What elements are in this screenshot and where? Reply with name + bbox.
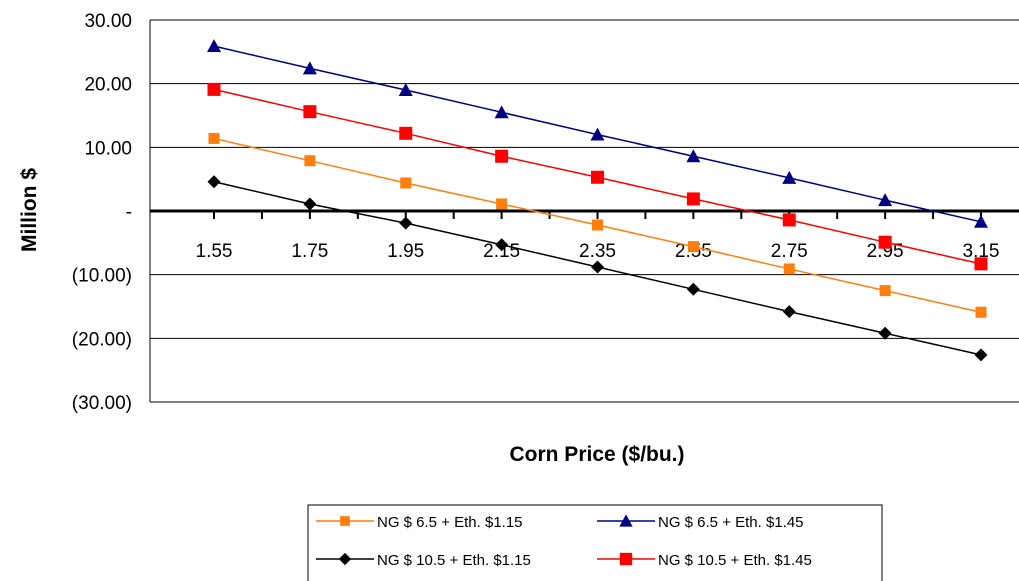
data-point	[400, 177, 412, 189]
y-tick-label: 20.00	[84, 75, 132, 96]
data-point	[208, 132, 220, 144]
series	[207, 39, 988, 228]
data-point	[207, 82, 221, 96]
y-tick-label: (20.00)	[72, 329, 132, 350]
data-point	[687, 241, 699, 253]
data-point	[878, 193, 893, 207]
data-point	[590, 127, 605, 141]
x-tick-label: 1.95	[387, 241, 424, 262]
data-point	[686, 192, 700, 206]
data-point	[495, 149, 509, 163]
y-tick-label: 30.00	[84, 11, 132, 32]
x-tick-label: 2.95	[867, 241, 904, 262]
data-point	[398, 83, 413, 96]
data-point	[494, 105, 509, 119]
legend-item: NG $ 6.5 + Eth. $1.45	[597, 514, 804, 531]
legend: NG $ 6.5 + Eth. $1.15 NG $ 6.5 + Eth. $1.…	[307, 504, 883, 581]
data-point	[591, 219, 604, 231]
data-point	[878, 235, 892, 249]
y-tick-label: 10.00	[84, 138, 132, 159]
series	[207, 175, 988, 362]
legend-marker	[338, 552, 352, 566]
legend-item: NG $ 10.5 + Eth. $1.45	[597, 552, 812, 569]
x-tick-label: 1.55	[196, 241, 233, 262]
data-point	[207, 175, 221, 189]
data-point	[686, 282, 700, 296]
legend-label: NG $ 6.5 + Eth. $1.15	[377, 514, 523, 531]
data-point	[302, 61, 317, 75]
data-point	[974, 214, 988, 228]
data-point	[303, 197, 317, 211]
legend-marker	[619, 552, 633, 566]
data-point	[591, 170, 604, 184]
x-axis-title: Corn Price ($/bu.)	[509, 443, 684, 466]
series-lines	[207, 39, 988, 362]
series	[208, 132, 987, 318]
data-point	[974, 348, 988, 362]
x-tick-label: 1.75	[291, 241, 328, 262]
y-tick-labels: 30.00 20.00 10.00 - (10.00) (20.00) (30.00)	[72, 11, 132, 414]
data-point	[686, 149, 701, 163]
data-point	[782, 213, 796, 227]
data-point	[782, 305, 796, 319]
data-point	[783, 263, 795, 275]
data-point	[975, 306, 987, 318]
data-point	[974, 257, 988, 271]
grid-lines	[149, 19, 1019, 403]
y-tick-label: -	[126, 202, 132, 223]
series	[207, 82, 988, 271]
data-point	[399, 126, 413, 140]
data-point	[399, 216, 413, 230]
y-tick-label: (10.00)	[72, 266, 132, 287]
data-point	[782, 170, 797, 184]
legend-marker	[340, 516, 350, 526]
x-tick-label: 2.35	[579, 241, 616, 262]
legend-label: NG $ 10.5 + Eth. $1.15	[377, 552, 531, 569]
data-point	[878, 326, 892, 340]
legend-item: NG $ 10.5 + Eth. $1.15	[316, 552, 531, 569]
data-point	[879, 285, 891, 297]
data-point	[304, 155, 316, 167]
data-point	[591, 260, 604, 274]
legend-box	[307, 504, 883, 581]
data-point	[207, 39, 221, 53]
legend-label: NG $ 10.5 + Eth. $1.45	[658, 552, 812, 569]
y-axis-title: Million $	[18, 168, 41, 252]
legend-item: NG $ 6.5 + Eth. $1.15	[316, 514, 523, 531]
x-tick-label: 2.75	[771, 241, 808, 262]
legend-label: NG $ 6.5 + Eth. $1.45	[658, 514, 804, 531]
y-tick-label: (30.00)	[72, 393, 132, 414]
legend-marker	[619, 514, 633, 527]
x-tick-label: 3.15	[963, 241, 1000, 262]
data-point	[303, 105, 317, 119]
data-point	[496, 198, 508, 210]
data-point	[495, 238, 509, 252]
